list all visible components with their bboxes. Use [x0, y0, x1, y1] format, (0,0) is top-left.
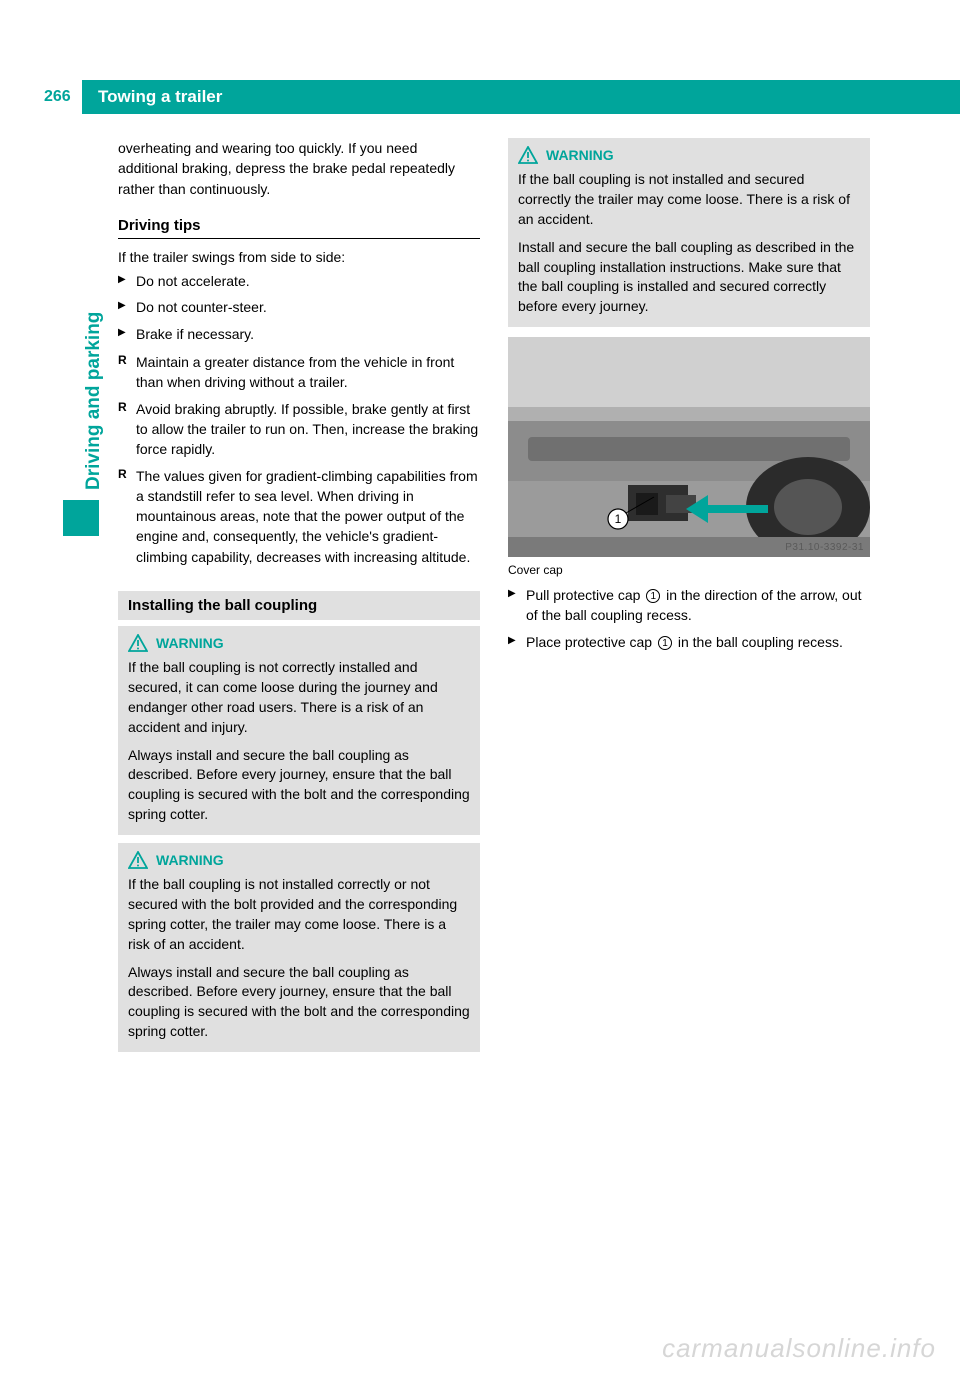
- warning-triangle-icon: [128, 851, 148, 869]
- list-item: Place protective cap 1 in the ball coupl…: [508, 632, 870, 652]
- warning-text: If the ball coupling is not correctly in…: [128, 658, 470, 738]
- warning-label: WARNING: [156, 635, 224, 651]
- warning-header: WARNING: [518, 146, 860, 164]
- step-text-post: in the ball coupling recess.: [674, 634, 843, 650]
- warning-box-1: WARNING If the ball coupling is not corr…: [118, 626, 480, 835]
- page-number: 266: [44, 88, 71, 106]
- driving-tips-lead: If the trailer swings from side to side:: [118, 247, 480, 267]
- left-column: overheating and wearing too quickly. If …: [118, 138, 480, 1052]
- hitch-svg: 1: [508, 337, 870, 557]
- arrow-list: Do not accelerate. Do not counter-steer.…: [118, 271, 480, 344]
- list-item: The values given for gradient-climbing c…: [118, 466, 480, 567]
- svg-text:1: 1: [615, 512, 622, 526]
- section-title: Towing a trailer: [98, 87, 222, 107]
- warning-box-3: WARNING If the ball coupling is not inst…: [508, 138, 870, 327]
- illustration-caption: Cover cap: [508, 563, 870, 577]
- installing-heading: Installing the ball coupling: [118, 591, 480, 620]
- page-header: 266 Towing a trailer: [82, 80, 960, 114]
- warning-header: WARNING: [128, 851, 470, 869]
- list-item: Do not accelerate.: [118, 271, 480, 291]
- warning-box-2: WARNING If the ball coupling is not inst…: [118, 843, 480, 1052]
- side-tab-label: Driving and parking: [83, 312, 105, 490]
- hitch-illustration: 1 P31.10-3392-31: [508, 337, 870, 557]
- warning-label: WARNING: [546, 147, 614, 163]
- warning-header: WARNING: [128, 634, 470, 652]
- warning-text: Always install and secure the ball coupl…: [128, 963, 470, 1043]
- list-item: Pull protective cap 1 in the direction o…: [508, 585, 870, 626]
- side-tab: Driving and parking: [63, 258, 99, 520]
- warning-label: WARNING: [156, 852, 224, 868]
- illustration-code: P31.10-3392-31: [785, 542, 864, 553]
- list-item: Do not counter-steer.: [118, 297, 480, 317]
- side-tab-marker: [63, 500, 99, 536]
- list-item: Maintain a greater distance from the veh…: [118, 352, 480, 393]
- warning-triangle-icon: [128, 634, 148, 652]
- warning-text: Always install and secure the ball coupl…: [128, 746, 470, 826]
- circled-callout: 1: [646, 589, 660, 603]
- steps-list: Pull protective cap 1 in the direction o…: [508, 585, 870, 652]
- circled-callout: 1: [658, 636, 672, 650]
- watermark: carmanualsonline.info: [662, 1333, 936, 1364]
- warning-text: If the ball coupling is not installed co…: [128, 875, 470, 955]
- right-column: WARNING If the ball coupling is not inst…: [508, 138, 870, 1052]
- content-area: overheating and wearing too quickly. If …: [118, 138, 960, 1052]
- intro-paragraph: overheating and wearing too quickly. If …: [118, 138, 480, 199]
- warning-text: If the ball coupling is not installed an…: [518, 170, 860, 230]
- warning-triangle-icon: [518, 146, 538, 164]
- step-text-pre: Place protective cap: [526, 634, 656, 650]
- r-list: Maintain a greater distance from the veh…: [118, 352, 480, 567]
- list-item: Brake if necessary.: [118, 324, 480, 344]
- list-item: Avoid braking abruptly. If possible, bra…: [118, 399, 480, 460]
- warning-text: Install and secure the ball coupling as …: [518, 238, 860, 318]
- driving-tips-heading: Driving tips: [118, 217, 480, 239]
- step-text-pre: Pull protective cap: [526, 587, 644, 603]
